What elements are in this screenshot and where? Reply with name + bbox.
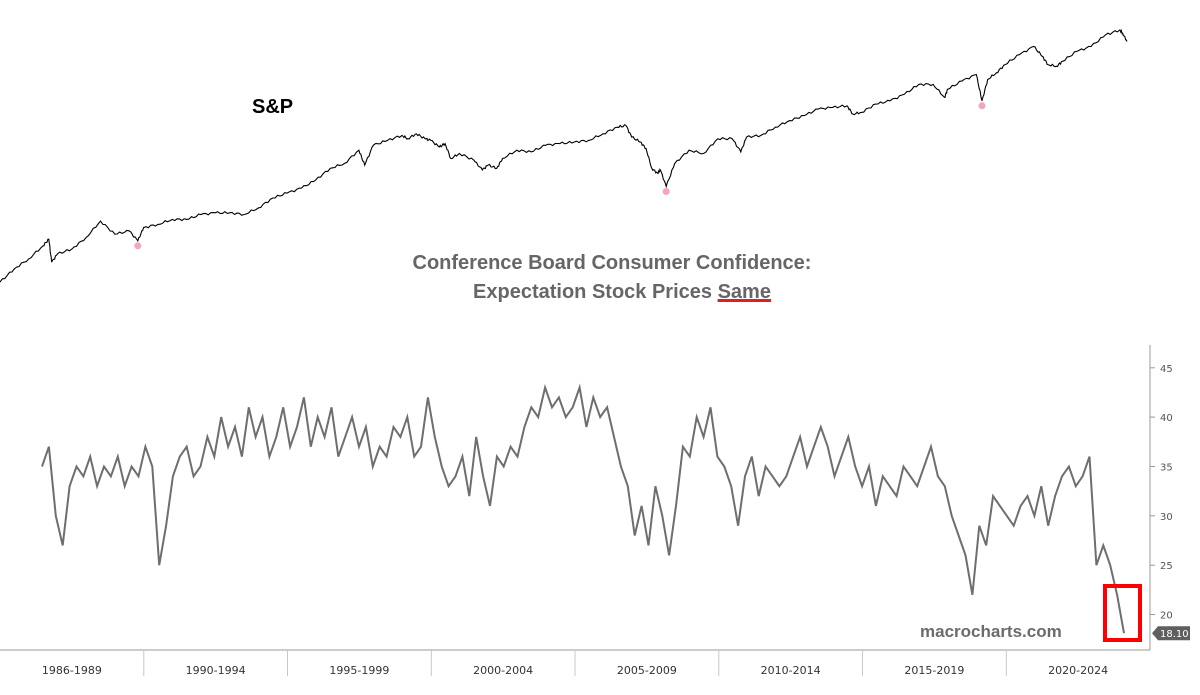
- last-value-tag: 18.10: [1152, 626, 1190, 641]
- last-value-tag-shape: [1152, 626, 1190, 641]
- x-axis-ticks: 1986-1989 1990-1994 1995-1999 2000-2004 2005…: [42, 650, 1108, 677]
- highlight-box: [1103, 584, 1142, 642]
- sp-low-marker: [662, 188, 670, 195]
- sp-markers: [134, 102, 986, 250]
- y-tick-label: 30: [1160, 512, 1173, 523]
- y-tick-label: 45: [1160, 364, 1173, 375]
- title-line-2-prefix: Expectation Stock Prices: [473, 281, 718, 303]
- y-tick-label: 25: [1160, 561, 1173, 572]
- chart-title: Conference Board Consumer Confidence: Ex…: [413, 252, 812, 303]
- watermark: macrocharts.com: [920, 622, 1062, 641]
- sp-low-marker: [134, 242, 142, 250]
- last-value-text: 18.10: [1160, 629, 1189, 640]
- title-line-2: Expectation Stock Prices Same: [473, 281, 771, 303]
- y-tick-label: 40: [1160, 413, 1173, 424]
- sp-low-marker: [978, 102, 986, 110]
- sp-panel: S&P: [0, 28, 1128, 283]
- y-axis-ticks: 20 25 30 35 40 45: [1150, 364, 1173, 622]
- confidence-panel: 20 25 30 35 40 45 1986-1989 1990-1994 1995-1999…: [0, 345, 1190, 677]
- title-emphasis: Same: [718, 281, 771, 303]
- title-line-1: Conference Board Consumer Confidence:: [413, 252, 812, 274]
- sp-price-line: [0, 28, 1128, 283]
- x-tick-label: 2000-2004: [473, 664, 533, 677]
- x-tick-label: 1990-1994: [186, 664, 246, 677]
- y-tick-label: 20: [1160, 611, 1173, 622]
- sp-label: S&P: [252, 96, 293, 118]
- x-tick-label: 2010-2014: [761, 664, 821, 677]
- x-tick-label: 1986-1989: [42, 664, 102, 677]
- x-tick-label: 2005-2009: [617, 664, 677, 677]
- confidence-line: [41, 383, 1125, 634]
- y-tick-label: 35: [1160, 463, 1173, 474]
- x-tick-label: 1995-1999: [329, 664, 389, 677]
- x-tick-label: 2020-2024: [1048, 664, 1108, 677]
- x-tick-label: 2015-2019: [904, 664, 964, 677]
